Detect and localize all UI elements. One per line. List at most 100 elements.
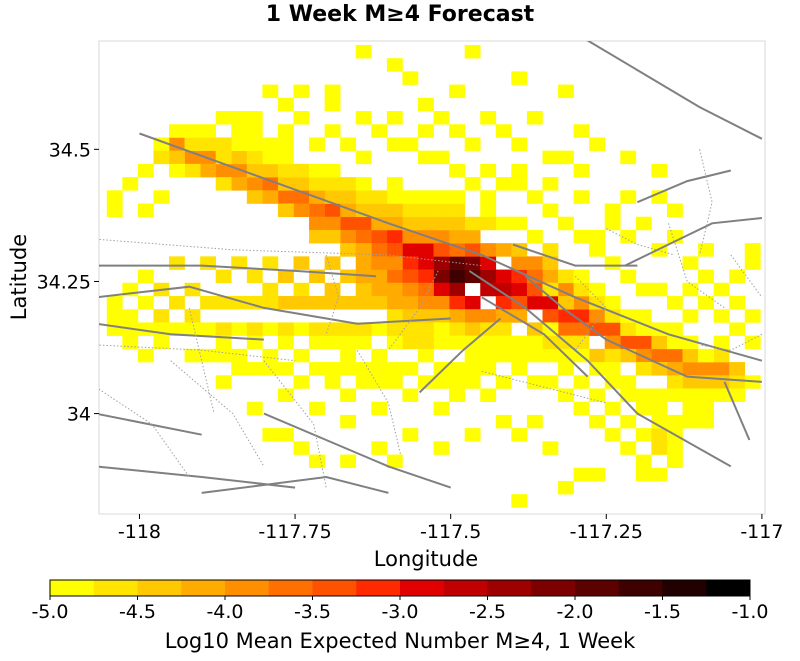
- heatmap-cell: [371, 441, 388, 455]
- heatmap-cell: [433, 190, 450, 204]
- heatmap-cell: [277, 269, 294, 284]
- heatmap-cell: [744, 335, 761, 350]
- heatmap-cell: [449, 335, 465, 350]
- heatmap-cell: [418, 243, 434, 257]
- heatmap-cell: [277, 388, 294, 402]
- heatmap-cell: [666, 335, 683, 350]
- heatmap-cell: [340, 177, 357, 191]
- heatmap-cell: [666, 441, 683, 455]
- heatmap-cell: [371, 124, 388, 138]
- heatmap-cell: [526, 296, 543, 310]
- heatmap-cell: [480, 163, 497, 178]
- heatmap-cell: [449, 124, 465, 138]
- colorbar-ticks: -5.0 -4.5 -4.0 -3.5 -3.0 -2.5 -2.0 -1.5 -1.0: [31, 596, 769, 623]
- heatmap-cell: [495, 375, 512, 389]
- heatmap-cell: [698, 401, 714, 416]
- heatmap-cell: [324, 97, 341, 112]
- heatmap-cell: [635, 454, 652, 469]
- colorbar-tick-label: -2.0: [556, 601, 593, 623]
- heatmap-cell: [262, 163, 279, 178]
- heatmap-cell: [386, 296, 403, 310]
- heatmap-cell: [200, 296, 216, 310]
- heatmap-cell: [277, 150, 294, 165]
- heatmap-cell: [371, 348, 388, 363]
- heatmap-cell: [184, 137, 201, 151]
- heatmap-cell: [464, 296, 481, 310]
- heatmap-cell: [169, 150, 185, 165]
- heatmap-cell: [137, 269, 154, 284]
- heatmap-cell: [526, 348, 543, 363]
- heatmap-cell: [698, 243, 714, 257]
- heatmap-cell: [200, 348, 216, 363]
- heatmap-cell: [418, 282, 434, 297]
- heatmap-cell: [309, 229, 325, 244]
- heatmap-cell: [340, 322, 357, 336]
- heatmap-cell: [386, 362, 403, 376]
- heatmap-cell: [526, 190, 543, 204]
- heatmap-cell: [511, 177, 528, 191]
- heatmap-cell: [371, 296, 388, 310]
- heatmap-cell: [231, 137, 248, 151]
- heatmap-cell: [386, 58, 403, 72]
- heatmap-cell: [200, 163, 216, 178]
- heatmap-cell: [386, 190, 403, 204]
- heatmap-cell: [464, 322, 481, 336]
- heatmap-cell: [355, 362, 372, 376]
- heatmap-cell: [620, 269, 637, 284]
- heatmap-cell: [402, 203, 419, 218]
- heatmap-cell: [620, 190, 637, 204]
- heatmap-cell: [371, 322, 388, 336]
- heatmap-cell: [418, 375, 434, 389]
- heatmap-cell: [262, 137, 279, 151]
- heatmap-cell: [293, 348, 310, 363]
- heatmap-cell: [542, 309, 559, 323]
- heatmap-cell: [293, 203, 310, 218]
- heatmap-cell: [495, 124, 512, 138]
- fault-line: [99, 264, 377, 278]
- heatmap-cell: [215, 163, 232, 178]
- heatmap-cell: [355, 229, 372, 244]
- heatmap-cell: [495, 216, 512, 231]
- heatmap-cell: [449, 375, 465, 389]
- heatmap-cell: [573, 269, 590, 284]
- heatmap-cell: [355, 322, 372, 336]
- fault-line: [586, 41, 763, 140]
- heatmap-cell: [231, 150, 248, 165]
- heatmap-cell: [106, 322, 123, 336]
- colorbar-swatch: [531, 580, 576, 596]
- heatmap-cell: [153, 309, 170, 323]
- heatmap-cell: [651, 467, 668, 482]
- heatmap-cell: [340, 243, 357, 257]
- heatmap-cell: [293, 441, 310, 455]
- heatmap-cell: [309, 335, 325, 350]
- heatmap-cell: [309, 177, 325, 191]
- heatmap-cell: [246, 124, 263, 138]
- heatmap-cell: [698, 296, 714, 310]
- heatmap-cell: [449, 388, 465, 402]
- x-tick-label: -118: [118, 521, 161, 543]
- heatmap-cell: [511, 494, 528, 508]
- boundary-line: [699, 149, 713, 256]
- x-tick-label: -117.25: [570, 521, 643, 543]
- fault-line: [468, 270, 732, 468]
- heatmap-cell: [480, 190, 497, 204]
- heatmap-cell: [449, 296, 465, 310]
- heatmap-cell: [215, 137, 232, 151]
- heatmap-cell: [371, 256, 388, 270]
- heatmap-cell: [433, 375, 450, 389]
- heatmap-cell: [542, 177, 559, 191]
- heatmap-cell: [573, 467, 590, 482]
- boundary-line: [668, 223, 725, 309]
- fault-overlay: [99, 41, 763, 494]
- heatmap-cell: [169, 296, 185, 310]
- heatmap-cell: [433, 309, 450, 323]
- heatmap-cell: [262, 177, 279, 191]
- heatmap-cell: [324, 84, 341, 99]
- heatmap-cell: [262, 362, 279, 376]
- heatmap-cell: [231, 348, 248, 363]
- heatmap-cell: [635, 428, 652, 442]
- heatmap-cell: [215, 177, 232, 191]
- heatmap-cell: [231, 256, 248, 270]
- heatmap-cell: [511, 71, 528, 85]
- colorbar-tick-label: -3.0: [381, 601, 418, 623]
